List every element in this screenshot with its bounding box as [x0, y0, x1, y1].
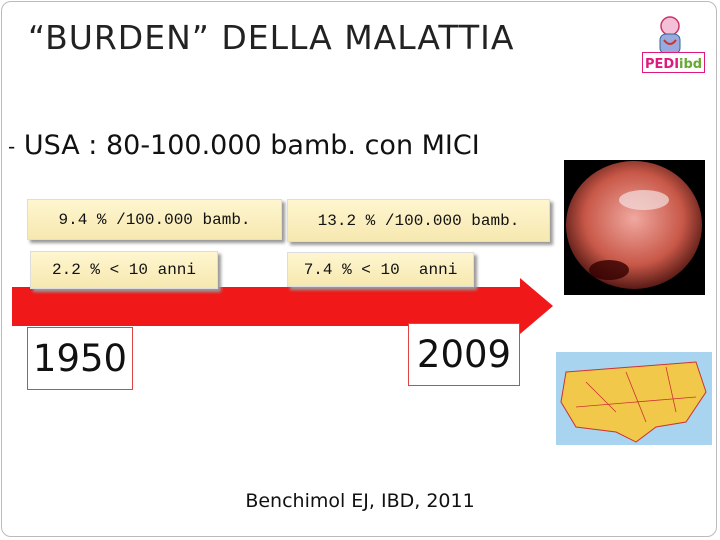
bullet-marker: - — [8, 134, 16, 159]
year-box: 1950 — [27, 327, 133, 390]
endoscopy-image — [564, 160, 705, 295]
stat-box: 7.4 % < 10 anni — [287, 252, 474, 287]
logo-left: PEDI — [645, 57, 680, 72]
bullet-text: : 80-100.000 bamb. con MICI — [88, 130, 480, 161]
bullet-country: USA — [23, 130, 80, 161]
logo-text: PEDIibd — [642, 52, 706, 73]
logo-right: ibd — [679, 57, 703, 72]
logo-icon — [659, 16, 681, 55]
timeline-arrow — [12, 278, 553, 334]
year-box: 2009 — [408, 323, 520, 386]
stat-box: 2.2 % < 10 anni — [30, 251, 218, 289]
logo: PEDIibd — [640, 14, 706, 74]
map-image — [556, 352, 712, 445]
bullet: - USA : 80-100.000 bamb. con MICI — [8, 130, 480, 161]
citation: Benchimol EJ, IBD, 2011 — [245, 490, 475, 512]
title: “BURDEN” DELLA MALATTIA — [28, 18, 515, 57]
stat-box: 13.2 % /100.000 bamb. — [287, 199, 550, 242]
stat-box: 9.4 % /100.000 bamb. — [27, 199, 282, 240]
